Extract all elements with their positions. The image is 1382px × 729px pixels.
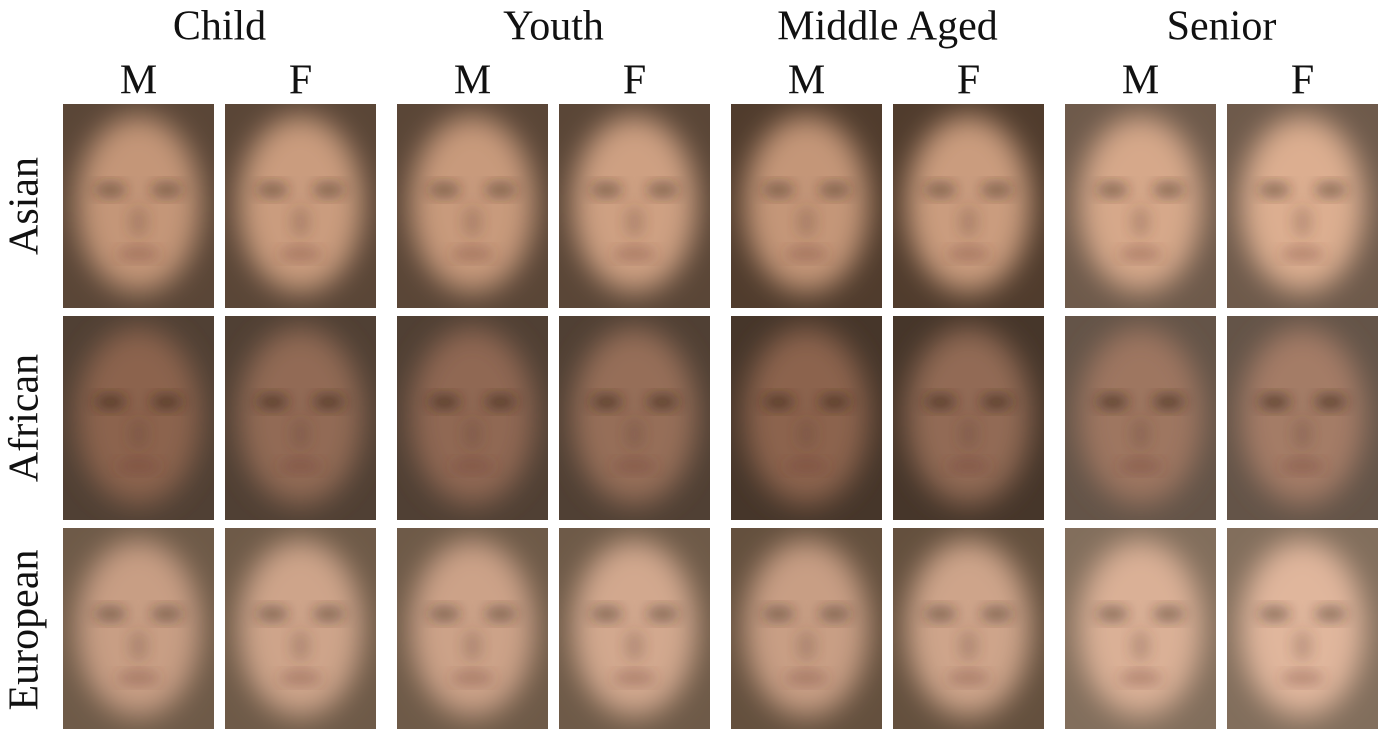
face-image [1227,528,1378,729]
face-image [1065,528,1216,729]
face-image [559,528,710,729]
age-group-label: Child [173,4,266,50]
face-image [893,316,1044,520]
age-group-label: Senior [1167,4,1277,50]
face-image [225,528,376,729]
face-image [397,316,548,520]
face-image [559,316,710,520]
face-image [63,316,214,520]
gender-label: M [1122,58,1159,104]
gender-label: F [957,58,980,104]
gender-label: F [1291,58,1314,104]
face-image [1065,104,1216,308]
face-image [893,528,1044,729]
ethnicity-label: African [2,354,48,482]
face-image [397,528,548,729]
face-image [1065,316,1216,520]
face-image [893,104,1044,308]
face-image [397,104,548,308]
face-image [63,528,214,729]
face-image [1227,316,1378,520]
gender-label: F [289,58,312,104]
face-image [559,104,710,308]
age-group-label: Middle Aged [777,4,997,50]
face-image [63,104,214,308]
face-image [731,316,882,520]
ethnicity-label: European [2,550,48,711]
gender-label: M [454,58,491,104]
face-image [731,104,882,308]
ethnicity-label: Asian [2,157,48,255]
gender-label: M [120,58,157,104]
gender-label: M [788,58,825,104]
gender-label: F [623,58,646,104]
face-image [225,316,376,520]
face-image [1227,104,1378,308]
face-image [225,104,376,308]
face-image [731,528,882,729]
age-group-label: Youth [503,4,604,50]
